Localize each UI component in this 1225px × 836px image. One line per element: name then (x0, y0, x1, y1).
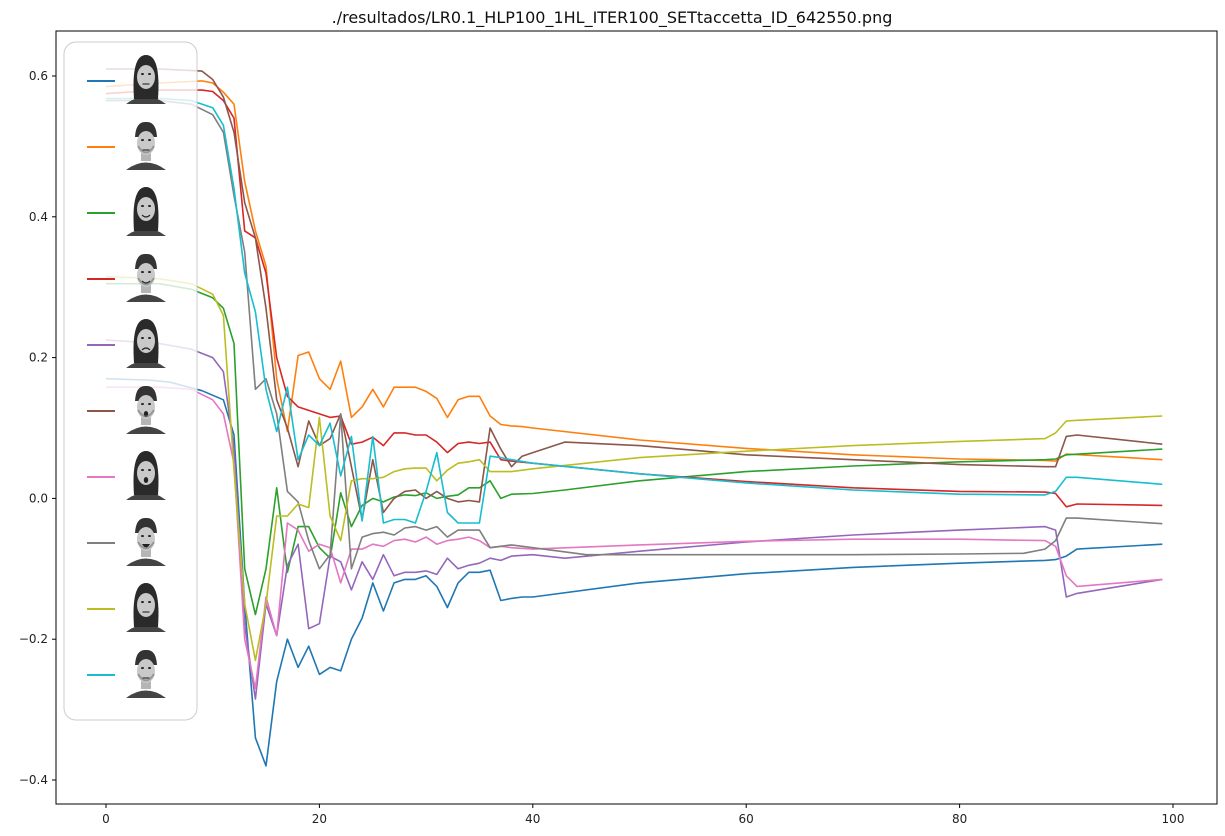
female-face-surprised-icon (126, 451, 166, 500)
female-face-neutral-icon (126, 55, 166, 104)
male-face-neutral-icon (126, 121, 166, 170)
legend-item (87, 451, 166, 500)
legend (63, 41, 198, 721)
x-tick-label: 40 (525, 812, 540, 826)
legend-box (63, 41, 198, 721)
series-line-2 (105, 80, 1163, 462)
x-tick-label: 0 (102, 812, 110, 826)
legend-item (87, 649, 166, 698)
legend-item (87, 319, 166, 368)
chart-title: ./resultados/LR0.1_HLP100_1HL_ITER100_SE… (332, 8, 893, 28)
plot-frame (55, 30, 1218, 805)
male-face-neutral-2-icon (126, 649, 166, 698)
legend-item (87, 253, 166, 302)
series-line-9 (105, 275, 1163, 662)
legend-item (87, 385, 166, 434)
y-tick-label: −0.4 (19, 773, 48, 787)
male-face-laugh-icon (126, 517, 166, 566)
legend-item (87, 187, 166, 236)
y-tick-label: 0.2 (29, 351, 48, 365)
female-face-neutral-2-icon (126, 583, 166, 632)
legend-item (87, 55, 166, 104)
series-line-10 (106, 97, 1163, 524)
x-tick-label: 20 (312, 812, 327, 826)
legend-item (87, 121, 166, 170)
x-tick-label: 100 (1162, 812, 1185, 826)
x-tick-label: 80 (952, 812, 967, 826)
axis-ticks: 0 20 40 60 80 100 −0.4 −0.2 0.0 0.2 0.4 0.6 (19, 69, 1185, 826)
series-line-3 (106, 282, 1163, 616)
series-line-8 (106, 99, 1163, 570)
y-tick-label: 0.4 (29, 210, 48, 224)
series-lines (105, 68, 1163, 767)
female-face-frown-icon (126, 319, 166, 368)
series-line-6 (106, 68, 1163, 521)
female-face-smile-icon (126, 187, 166, 236)
y-tick-label: 0.0 (29, 491, 48, 505)
male-face-smile-icon (126, 253, 166, 302)
y-tick-label: −0.2 (19, 632, 48, 646)
series-line-7 (106, 386, 1163, 690)
x-tick-label: 60 (739, 812, 754, 826)
legend-item (87, 583, 166, 632)
series-line-4 (105, 89, 1163, 508)
series-line-5 (105, 339, 1163, 700)
legend-item (87, 517, 166, 566)
male-face-surprised-icon (126, 385, 166, 434)
series-line-1 (105, 377, 1163, 767)
y-tick-label: 0.6 (29, 69, 48, 83)
